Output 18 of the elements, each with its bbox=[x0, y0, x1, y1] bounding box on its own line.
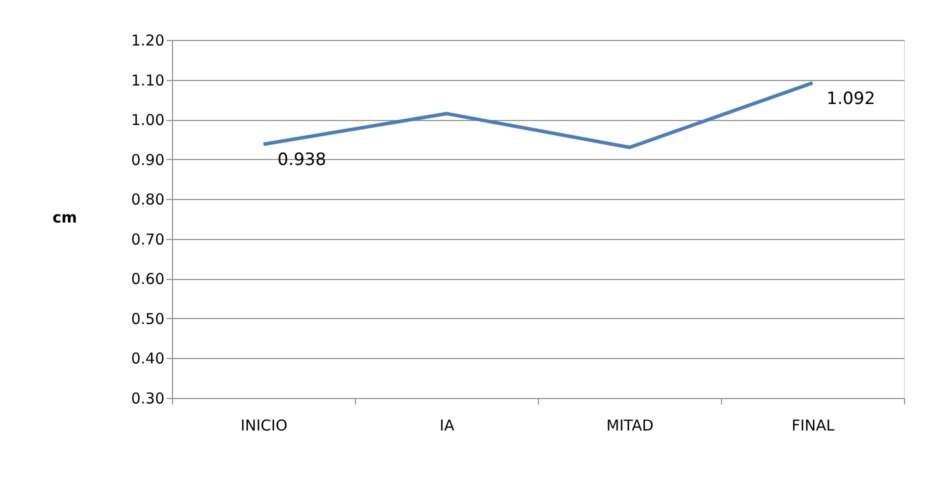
data-label: 0.938 bbox=[278, 150, 326, 170]
x-tick-label: IA bbox=[440, 416, 456, 434]
y-tick-label: 0.60 bbox=[131, 270, 164, 288]
data-label: 1.092 bbox=[826, 88, 876, 109]
x-tick-label: INICIO bbox=[240, 416, 288, 434]
x-tick-label: FINAL bbox=[792, 416, 836, 434]
x-tick-label: MITAD bbox=[606, 416, 654, 434]
y-tick-label: 1.00 bbox=[131, 111, 164, 130]
line-series bbox=[262, 81, 814, 150]
y-tick-label: 0.90 bbox=[131, 150, 164, 169]
y-tick-label: 1.20 bbox=[131, 32, 164, 50]
y-tick-label: 0.80 bbox=[131, 190, 164, 209]
y-tick-label: 0.40 bbox=[131, 350, 164, 368]
y-tick-label: 0.30 bbox=[131, 390, 164, 408]
y-tick-label: 1.10 bbox=[131, 71, 164, 90]
y-tick-label: 0.70 bbox=[131, 230, 164, 248]
y-axis-title: cm bbox=[52, 208, 78, 226]
y-tick-label: 0.50 bbox=[131, 310, 164, 328]
